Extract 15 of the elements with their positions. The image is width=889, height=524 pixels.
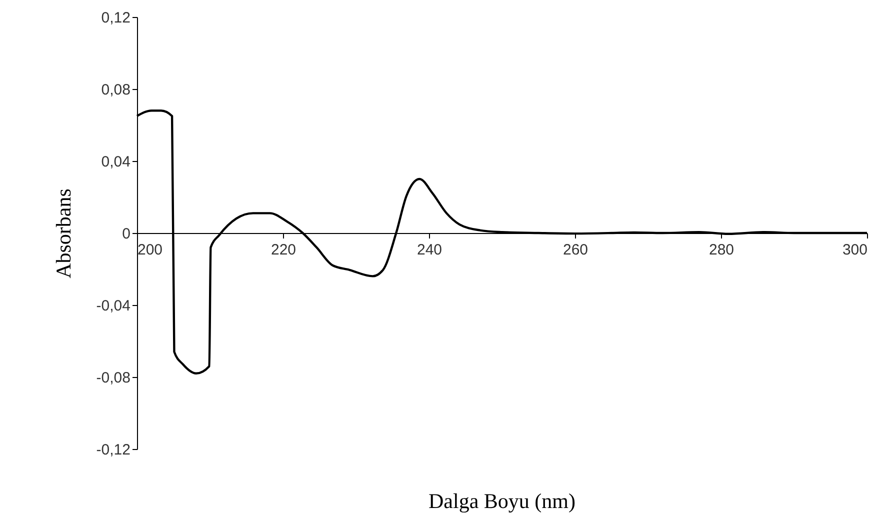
y-tick-label: -0,08	[96, 370, 130, 386]
x-axis-title: Dalga Boyu (nm)	[428, 489, 576, 513]
y-tick-label: 0,12	[101, 10, 130, 26]
y-tick-label: -0,04	[96, 298, 130, 314]
y-axis-title: Absorbans	[51, 188, 76, 278]
x-tick-label: 260	[562, 242, 588, 258]
x-tick-label: 220	[270, 242, 296, 258]
x-tick-label: 280	[708, 242, 734, 258]
y-tick-label: 0,04	[101, 154, 130, 170]
x-tick-label: 240	[416, 242, 442, 258]
y-tick-label: -0,12	[96, 442, 130, 458]
x-tick-label: 300	[842, 242, 868, 258]
y-tick-label: 0,08	[101, 82, 130, 98]
x-tick-label: 200	[138, 242, 163, 258]
y-tick-label: 0	[122, 226, 130, 242]
